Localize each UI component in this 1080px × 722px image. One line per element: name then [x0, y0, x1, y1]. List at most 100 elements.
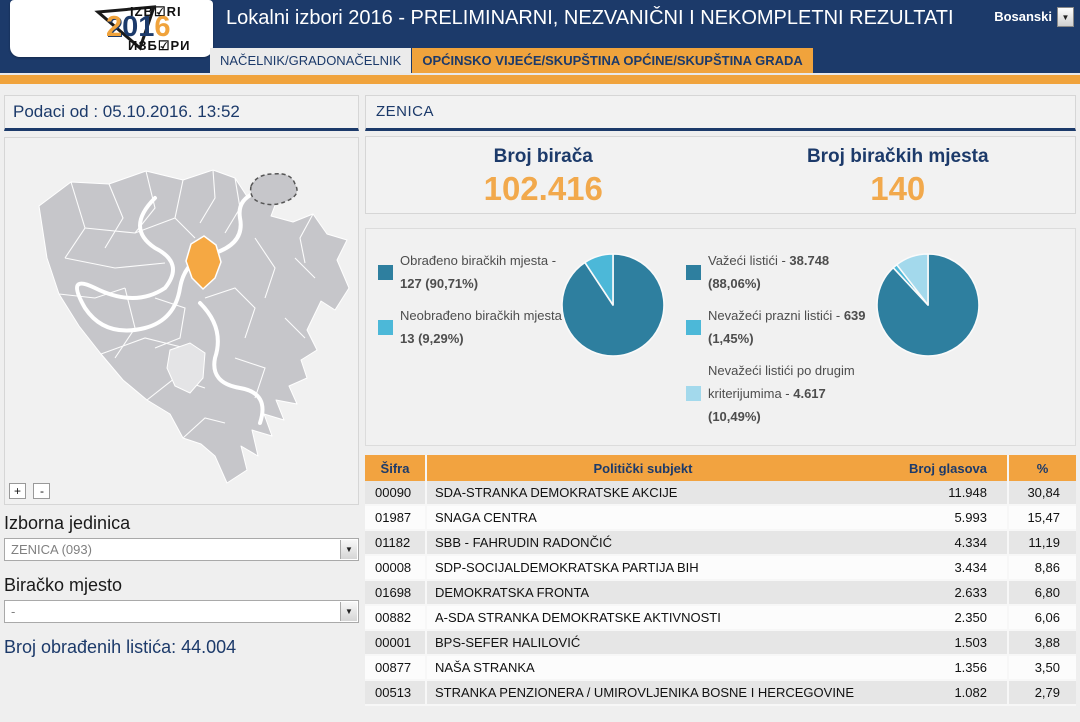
map-zoom-controls: + -	[9, 482, 53, 500]
map-zoom-in-button[interactable]: +	[9, 483, 26, 499]
chevron-down-icon: ▼	[340, 540, 357, 559]
app-header: IZB☑RI 2016 ИЗБ☑РИ Lokalni izbori 2016 -…	[0, 0, 1080, 73]
col-header-subjekt: Politički subjekt	[427, 455, 859, 481]
legend-color-swatch-icon	[686, 320, 701, 335]
legend-label: Nevažeći prazni listići - 639 (1,45%)	[708, 304, 882, 350]
table-row: 00090SDA-STRANKA DEMOKRATSKE AKCIJE11.94…	[365, 481, 1076, 506]
col-header-glasova: Broj glasova	[859, 455, 1007, 481]
stat-voters-label: Broj birača	[366, 146, 721, 168]
table-row: 00001BPS-SEFER HALILOVIĆ1.5033,88	[365, 631, 1076, 656]
main-panel: ZENICA Broj birača 102.416 Broj biračkih…	[365, 95, 1076, 706]
cell-pct: 2,79	[1007, 681, 1076, 706]
tab-nacelnik[interactable]: NAČELNIK/GRADONAČELNIK	[210, 48, 411, 73]
cell-pct: 6,06	[1007, 606, 1076, 631]
cell-glasova: 3.434	[859, 556, 1007, 581]
page: IZB☑RI 2016 ИЗБ☑РИ Lokalni izbori 2016 -…	[0, 0, 1080, 722]
legend-item: Nevažeći listići po drugim kriterijumima…	[686, 359, 882, 428]
bosnia-map[interactable]: + -	[4, 137, 359, 505]
cell-pct: 30,84	[1007, 481, 1076, 506]
cell-sifra: 01182	[365, 531, 427, 556]
data-timestamp: Podaci od : 05.10.2016. 13:52	[4, 95, 359, 131]
processed-ballots-label: Broj obrađenih listića:	[4, 637, 176, 657]
sidebar: Podaci od : 05.10.2016. 13:52	[4, 95, 359, 658]
elections-2016-logo-icon: IZB☑RI 2016 ИЗБ☑РИ	[92, 2, 207, 55]
election-unit-value: ZENICA (093)	[11, 542, 92, 557]
table-row: 00008SDP-SOCIJALDEMOKRATSKA PARTIJA BIH3…	[365, 556, 1076, 581]
cell-glasova: 1.503	[859, 631, 1007, 656]
cell-subjekt: A-SDA STRANKA DEMOKRATSKE AKTIVNOSTI	[427, 606, 859, 631]
cell-subjekt: BPS-SEFER HALILOVIĆ	[427, 631, 859, 656]
cell-glasova: 2.350	[859, 606, 1007, 631]
language-select-arrow[interactable]: ▼	[1057, 7, 1074, 27]
cell-sifra: 00090	[365, 481, 427, 506]
pie1-legend: Obrađeno biračkih mjesta - 127 (90,71%) N…	[378, 249, 574, 359]
legend-color-swatch-icon	[378, 320, 393, 335]
cell-sifra: 00877	[365, 656, 427, 681]
cell-sifra: 01987	[365, 506, 427, 531]
table-row: 00882A-SDA STRANKA DEMOKRATSKE AKTIVNOST…	[365, 606, 1076, 631]
stat-voters-value: 102.416	[366, 170, 721, 208]
stat-polling-stations-label: Broj biračkih mjesta	[721, 146, 1076, 168]
table-row: 00513STRANKA PENZIONERA / UMIROVLJENIKA …	[365, 681, 1076, 706]
stat-polling-stations: Broj biračkih mjesta 140	[721, 137, 1076, 213]
page-title: Lokalni izbori 2016 - PRELIMINARNI, NEZV…	[226, 7, 954, 30]
cell-subjekt: STRANKA PENZIONERA / UMIROVLJENIKA BOSNE…	[427, 681, 859, 706]
col-header-pct: %	[1007, 455, 1076, 481]
logo-bottom-text: ИЗБ☑РИ	[128, 38, 191, 54]
accent-strip	[0, 73, 1080, 84]
map-zoom-out-button[interactable]: -	[33, 483, 50, 499]
cell-subjekt: SDP-SOCIJALDEMOKRATSKA PARTIJA BIH	[427, 556, 859, 581]
col-header-sifra: Šifra	[365, 455, 427, 481]
results-table-body: 00090SDA-STRANKA DEMOKRATSKE AKCIJE11.94…	[365, 481, 1076, 706]
stats-panel: Broj birača 102.416 Broj biračkih mjesta…	[365, 136, 1076, 214]
map-brcko-dashed-outline	[251, 174, 297, 205]
map-svg	[5, 138, 358, 504]
cell-pct: 3,88	[1007, 631, 1076, 656]
pie1-processed-stations-chart	[558, 250, 668, 360]
stat-voters: Broj birača 102.416	[366, 137, 721, 213]
cell-pct: 15,47	[1007, 506, 1076, 531]
chevron-down-icon: ▼	[1062, 13, 1070, 22]
table-row: 01987SNAGA CENTRA5.99315,47	[365, 506, 1076, 531]
cell-pct: 6,80	[1007, 581, 1076, 606]
cell-sifra: 00513	[365, 681, 427, 706]
cell-sifra: 00001	[365, 631, 427, 656]
legend-color-swatch-icon	[686, 386, 701, 401]
cell-subjekt: SBB - FAHRUDIN RADONČIĆ	[427, 531, 859, 556]
legend-label: Neobrađeno biračkih mjesta - 13 (9,29%)	[400, 304, 574, 350]
cell-glasova: 5.993	[859, 506, 1007, 531]
legend-label: Nevažeći listići po drugim kriterijumima…	[708, 359, 882, 428]
legend-item: Neobrađeno biračkih mjesta - 13 (9,29%)	[378, 304, 574, 350]
cell-pct: 3,50	[1007, 656, 1076, 681]
legend-item: Važeći listići - 38.748 (88,06%)	[686, 249, 882, 295]
cell-glasova: 2.633	[859, 581, 1007, 606]
polling-station-select[interactable]: - ▼	[4, 600, 359, 623]
tab-opcinsko-vijece[interactable]: OPĆINSKO VIJEĆE/SKUPŠTINA OPĆINE/SKUPŠTI…	[411, 47, 813, 73]
cell-subjekt: NAŠA STRANKA	[427, 656, 859, 681]
stat-polling-stations-value: 140	[721, 170, 1076, 208]
cell-subjekt: SNAGA CENTRA	[427, 506, 859, 531]
cell-glasova: 1.356	[859, 656, 1007, 681]
legend-item: Nevažeći prazni listići - 639 (1,45%)	[686, 304, 882, 350]
cell-sifra: 00008	[365, 556, 427, 581]
election-unit-select[interactable]: ZENICA (093) ▼	[4, 538, 359, 561]
language-selected: Bosanski	[994, 9, 1052, 24]
municipality-title: ZENICA	[365, 95, 1076, 131]
cell-subjekt: SDA-STRANKA DEMOKRATSKE AKCIJE	[427, 481, 859, 506]
cell-pct: 11,19	[1007, 531, 1076, 556]
legend-color-swatch-icon	[686, 265, 701, 280]
logo: IZB☑RI 2016 ИЗБ☑РИ	[10, 0, 213, 57]
cell-glasova: 4.334	[859, 531, 1007, 556]
table-row: 01698DEMOKRATSKA FRONTA2.6336,80	[365, 581, 1076, 606]
tab-bar: NAČELNIK/GRADONAČELNIK OPĆINSKO VIJEĆE/S…	[210, 47, 814, 73]
results-table-header: Šifra Politički subjekt Broj glasova %	[365, 455, 1076, 481]
pie-charts-panel: Obrađeno biračkih mjesta - 127 (90,71%) N…	[365, 228, 1076, 446]
table-row: 01182SBB - FAHRUDIN RADONČIĆ4.33411,19	[365, 531, 1076, 556]
cell-sifra: 00882	[365, 606, 427, 631]
processed-ballots: Broj obrađenih listića: 44.004	[4, 637, 359, 658]
legend-label: Obrađeno biračkih mjesta - 127 (90,71%)	[400, 249, 574, 295]
cell-subjekt: DEMOKRATSKA FRONTA	[427, 581, 859, 606]
cell-glasova: 1.082	[859, 681, 1007, 706]
legend-color-swatch-icon	[378, 265, 393, 280]
cell-sifra: 01698	[365, 581, 427, 606]
